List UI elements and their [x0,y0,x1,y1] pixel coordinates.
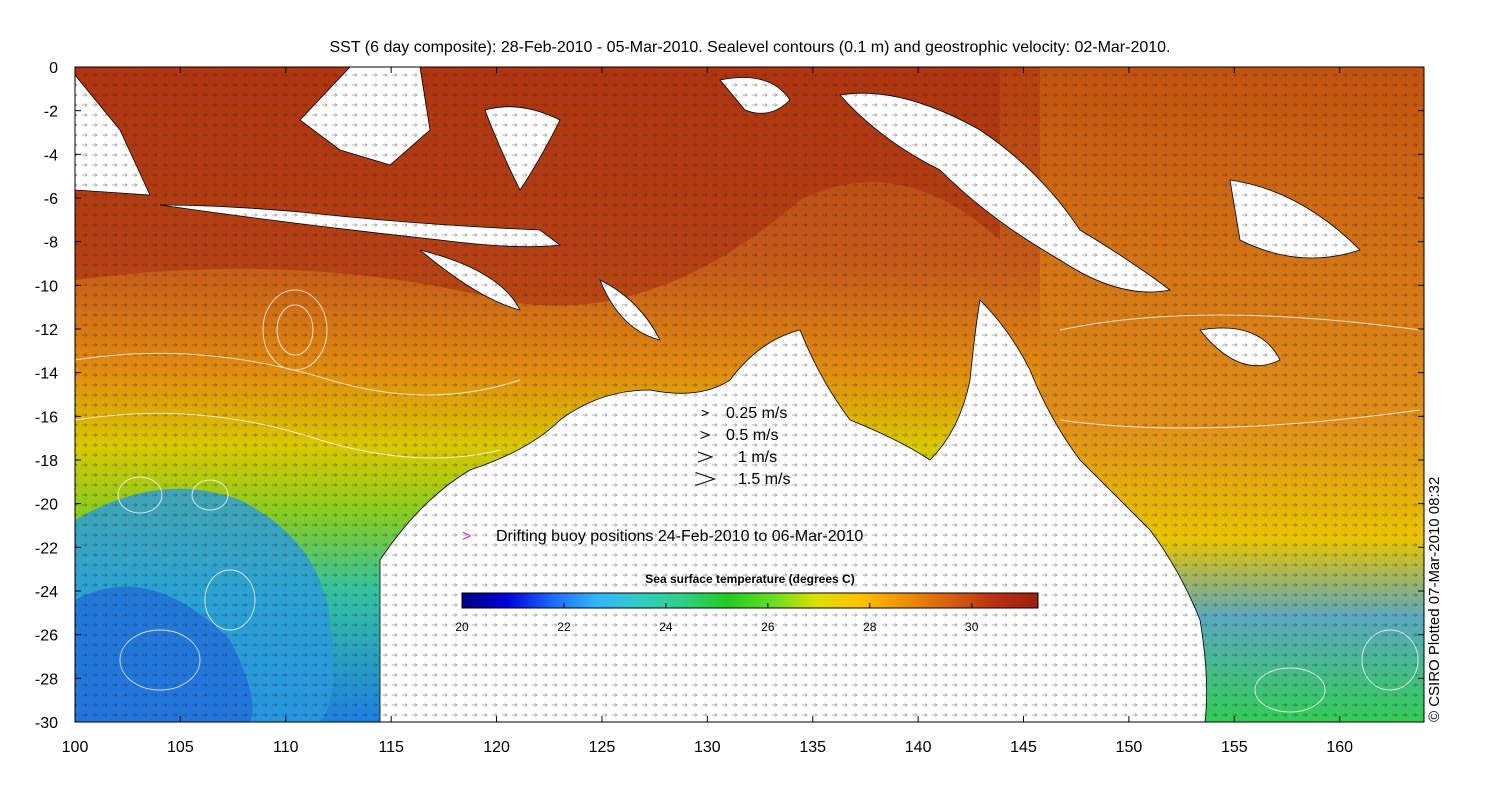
x-tick-label: 125 [589,739,616,756]
y-tick-label: -8 [44,235,58,252]
velocity-arrow-icon [697,451,714,463]
buoy-legend: > Drifting buoy positions 24-Feb-2010 to… [462,528,863,545]
x-axis: 100 105 110 115 120 125 130 135 140 145 150 155 160 [62,67,1353,756]
buoy-legend-label: Drifting buoy positions 24-Feb-2010 to 0… [496,528,863,545]
velocity-legend: 0.25 m/s 0.5 m/s 1 m/s 1.5 m/s [695,405,790,488]
x-tick-label: 160 [1326,739,1353,756]
colorbar-tick-label: 22 [557,620,571,634]
velocity-legend-label: 1.5 m/s [738,471,790,488]
y-tick-label: -18 [35,453,58,470]
y-tick-label: -14 [35,366,58,383]
y-tick-label: -30 [35,715,58,732]
y-tick-label: -24 [35,584,58,601]
x-tick-label: 120 [483,739,510,756]
y-tick-label: -28 [35,671,58,688]
x-tick-label: 130 [694,739,721,756]
velocity-arrow-icon [701,409,710,417]
map-plot-area [75,67,1424,722]
velocity-arrow-icon [700,431,711,439]
y-tick-label: -22 [35,540,58,557]
velocity-arrow-icon [695,472,717,486]
y-tick-label: -26 [35,628,58,645]
y-tick-label: -4 [44,147,58,164]
velocity-legend-label: 1 m/s [738,449,777,466]
y-tick-label: -2 [44,104,58,121]
y-tick-label: 0 [49,60,58,77]
x-tick-label: 135 [799,739,826,756]
velocity-legend-label: 0.25 m/s [726,405,787,422]
x-tick-label: 145 [1010,739,1037,756]
colorbar-scale [461,592,1039,609]
x-tick-label: 110 [273,739,299,756]
colorbar-tick-label: 30 [965,620,979,634]
sealevel-contours [75,289,1421,713]
x-tick-label: 150 [1116,739,1143,756]
geostrophic-velocity-field [75,67,1424,722]
colorbar-tick-label: 28 [863,620,877,634]
colorbar-title: Sea surface temperature (degrees C) [645,572,854,586]
velocity-legend-label: 0.5 m/s [726,427,778,444]
colorbar-tick-label: 20 [455,620,469,634]
y-tick-label: -6 [44,191,58,208]
colorbar-tick-label: 26 [761,620,775,634]
x-tick-label: 155 [1221,739,1248,756]
y-tick-label: -20 [35,497,58,514]
x-tick-label: 100 [62,739,89,756]
colorbar-ticks: 20 22 24 26 28 30 [455,603,979,634]
x-tick-label: 140 [905,739,932,756]
colorbar-tick-label: 24 [659,620,673,634]
x-tick-label: 105 [167,739,194,756]
credit-text: © CSIRO Plotted 07-Mar-2010 08:32 [1426,477,1443,722]
colorbar: Sea surface temperature (degrees C) 20 22… [455,572,1039,634]
y-tick-label: -10 [35,278,58,295]
chart-title: SST (6 day composite): 28-Feb-2010 - 05-… [330,39,1171,56]
y-tick-label: -16 [35,409,58,426]
x-tick-label: 115 [378,739,404,756]
buoy-marker-icon: > [462,528,471,545]
y-axis: 0 -2 -4 -6 -8 -10 -12 -14 -16 -18 -20 -22 -24 -26 -28 -… [35,60,1424,732]
y-tick-label: -12 [35,322,58,339]
plot-frame [74,66,1425,723]
